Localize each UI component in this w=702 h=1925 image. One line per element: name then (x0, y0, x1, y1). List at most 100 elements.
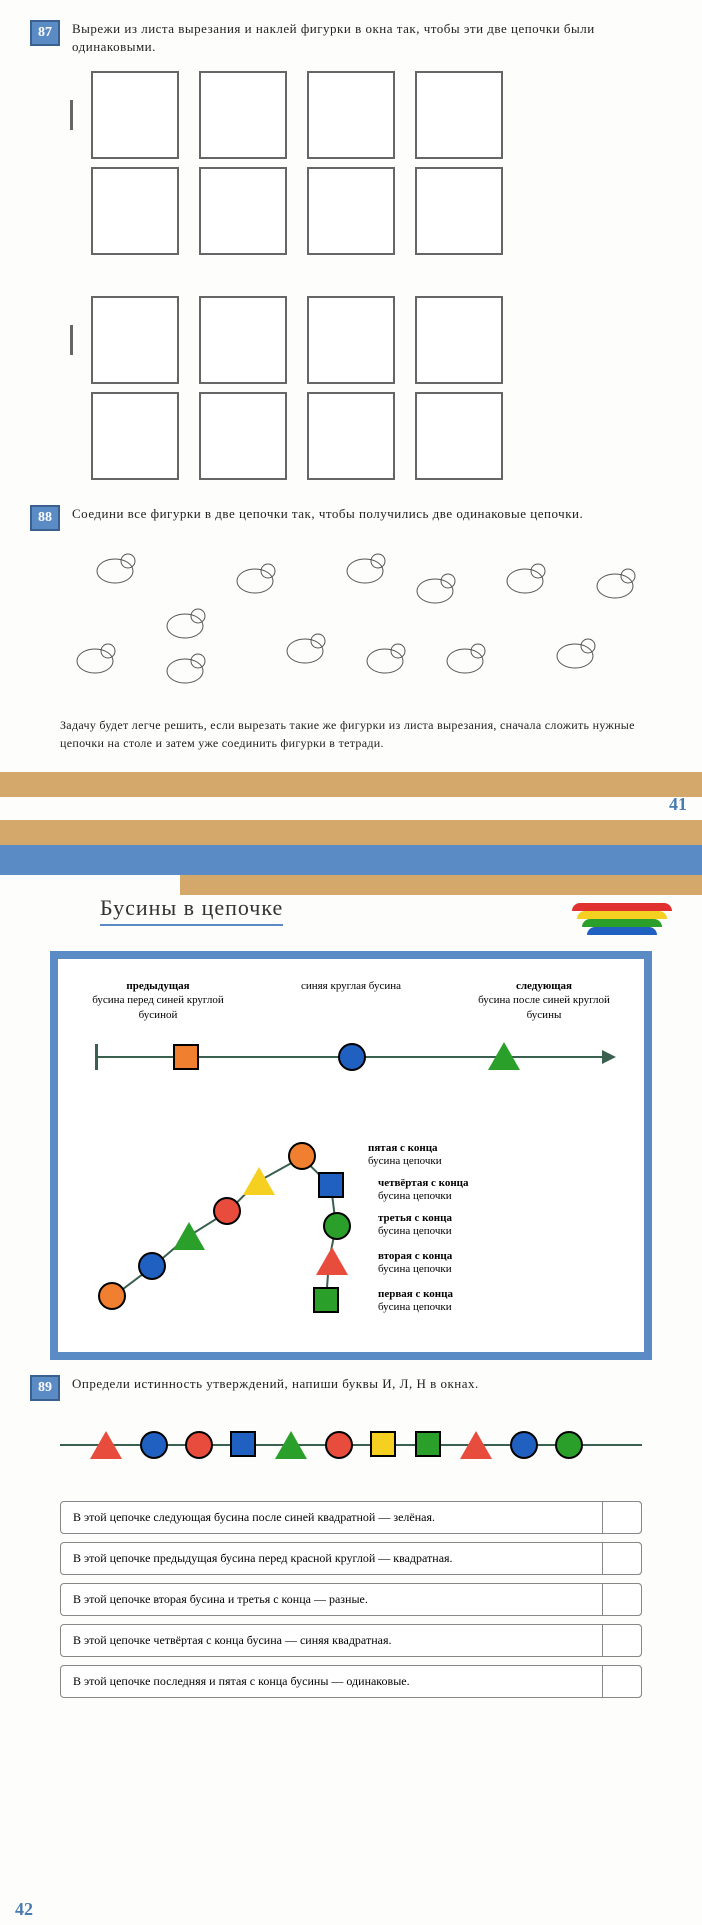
diag-label: вторая с концабусина цепочки (378, 1250, 452, 1276)
animal-squirrel (280, 626, 330, 666)
animal-hippo (90, 546, 140, 586)
diagonal-chain: пятая с концабусина цепочки четвёртая с к… (78, 1112, 624, 1332)
top-bar (0, 845, 702, 875)
diag-label: третья с концабусина цепочки (378, 1212, 452, 1238)
circle-bead (288, 1142, 316, 1170)
square-bead (230, 1431, 256, 1457)
circle-bead (325, 1431, 353, 1459)
triangle-bead (90, 1431, 122, 1459)
chain-box[interactable] (91, 392, 179, 480)
def-next: следующая бусина после синей круглой бус… (464, 979, 624, 1022)
statement-row[interactable]: В этой цепочке предыдущая бусина перед к… (60, 1542, 642, 1575)
diag-label: первая с концабусина цепочки (378, 1288, 453, 1314)
statement-row[interactable]: В этой цепочке последняя и пятая с конца… (60, 1665, 642, 1698)
task-text: Вырежи из листа вырезания и наклей фигур… (72, 20, 652, 56)
circle-bead (323, 1212, 351, 1240)
page-42: Бусины в цепочке предыдущая бусина перед… (0, 845, 702, 1925)
task-badge: 88 (30, 505, 60, 531)
circle-bead (510, 1431, 538, 1459)
task-87: 87 Вырежи из листа вырезания и наклей фи… (30, 20, 672, 56)
animal-pelican (590, 561, 640, 601)
statement-row[interactable]: В этой цепочке четвёртая с конца бусина … (60, 1624, 642, 1657)
chain-boxes-area (70, 71, 672, 480)
divider (0, 772, 702, 797)
chain-box[interactable] (199, 167, 287, 255)
chain-box[interactable] (199, 296, 287, 384)
circle-bead (213, 1197, 241, 1225)
page-number: 41 (669, 794, 687, 815)
chain-box[interactable] (199, 71, 287, 159)
chain-row (70, 71, 672, 159)
task-89: 89 Определи истинность утверждений, напи… (30, 1375, 672, 1401)
chain-box[interactable] (415, 392, 503, 480)
circle-bead (138, 1252, 166, 1280)
definition-frame: предыдущая бусина перед синей круглой бу… (50, 951, 652, 1360)
triangle-bead (173, 1222, 205, 1250)
def-chain (78, 1032, 624, 1082)
animal-pelican (70, 636, 120, 676)
chain-box[interactable] (91, 296, 179, 384)
square-bead (415, 1431, 441, 1457)
circle-bead (338, 1043, 366, 1071)
statements-list: В этой цепочке следующая бусина после си… (60, 1501, 642, 1698)
animal-squirrel (410, 566, 460, 606)
chain-row (70, 296, 672, 384)
chain-box[interactable] (307, 392, 395, 480)
statement-text: В этой цепочке четвёртая с конца бусина … (73, 1633, 391, 1648)
statement-text: В этой цепочке следующая бусина после си… (73, 1510, 435, 1525)
chain-box[interactable] (91, 167, 179, 255)
triangle-bead (460, 1431, 492, 1459)
triangle-bead (275, 1431, 307, 1459)
hint-text: Задачу будет легче решить, если вырезать… (60, 716, 652, 752)
animal-hippo (440, 636, 490, 676)
task-badge: 87 (30, 20, 60, 46)
chain-box[interactable] (199, 392, 287, 480)
circle-bead (98, 1282, 126, 1310)
square-bead (173, 1044, 199, 1070)
statement-row[interactable]: В этой цепочке следующая бусина после си… (60, 1501, 642, 1534)
statement-text: В этой цепочке последняя и пятая с конца… (73, 1674, 410, 1689)
square-bead (370, 1431, 396, 1457)
chain-box[interactable] (91, 71, 179, 159)
def-prev: предыдущая бусина перед синей круглой бу… (78, 979, 238, 1022)
rainbow-icon (572, 903, 672, 943)
chain-row (81, 392, 672, 480)
animal-dino (160, 646, 210, 686)
task-text: Определи истинность утверждений, напиши … (72, 1375, 652, 1393)
divider (180, 875, 702, 895)
triangle-bead (243, 1167, 275, 1195)
section-title: Бусины в цепочке (100, 895, 283, 926)
diag-label: пятая с концабусина цепочки (368, 1142, 442, 1168)
chain-box[interactable] (307, 71, 395, 159)
square-bead (313, 1287, 339, 1313)
chain-box[interactable] (415, 71, 503, 159)
statement-row[interactable]: В этой цепочке вторая бусина и третья с … (60, 1583, 642, 1616)
ex89-chain (50, 1416, 652, 1476)
page-number: 42 (15, 1899, 33, 1920)
circle-bead (185, 1431, 213, 1459)
chain-box[interactable] (307, 167, 395, 255)
chain-box[interactable] (415, 167, 503, 255)
animal-dino (230, 556, 280, 596)
chain-box[interactable] (415, 296, 503, 384)
diag-label: четвёртая с концабусина цепочки (378, 1177, 469, 1203)
page-41: 87 Вырежи из листа вырезания и наклей фи… (0, 0, 702, 820)
circle-bead (555, 1431, 583, 1459)
def-labels-row: предыдущая бусина перед синей круглой бу… (78, 979, 624, 1022)
triangle-bead (488, 1042, 520, 1070)
statement-text: В этой цепочке предыдущая бусина перед к… (73, 1551, 453, 1566)
statement-text: В этой цепочке вторая бусина и третья с … (73, 1592, 368, 1607)
square-bead (318, 1172, 344, 1198)
def-this: синяя круглая бусина (291, 979, 411, 1022)
chain-row (81, 167, 672, 255)
task-text: Соедини все фигурки в две цепочки так, ч… (72, 505, 652, 523)
task-badge: 89 (30, 1375, 60, 1401)
task-88: 88 Соедини все фигурки в две цепочки так… (30, 505, 672, 531)
animal-squirrel (360, 636, 410, 676)
animal-squirrel (160, 601, 210, 641)
triangle-bead (316, 1247, 348, 1275)
animals-area (60, 546, 642, 696)
animal-pelican (550, 631, 600, 671)
chain-box[interactable] (307, 296, 395, 384)
circle-bead (140, 1431, 168, 1459)
